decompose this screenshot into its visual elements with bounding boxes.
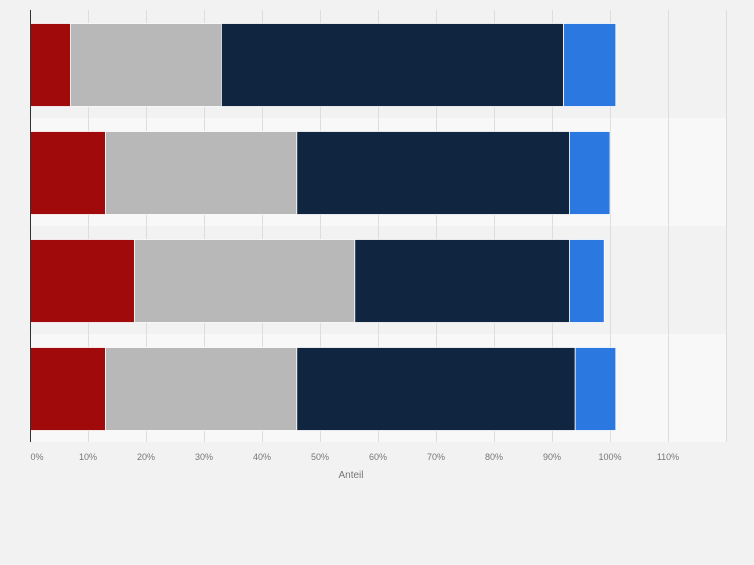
bar-segment [29,131,106,215]
x-tick-label: 50% [311,452,329,462]
bar-segment [29,347,106,431]
bar-segment [296,131,570,215]
bar-segment [29,23,71,107]
x-tick-label: 70% [427,452,445,462]
x-tick-label: 100% [598,452,621,462]
bar-segment [105,347,298,431]
bar-segment [29,239,135,323]
x-tick-label: 20% [137,452,155,462]
x-tick-label: 80% [485,452,503,462]
x-tick-label: 90% [543,452,561,462]
bar-segment [574,347,617,431]
bar-segment [105,131,298,215]
bar-segment [133,239,356,323]
bar-segment [569,239,605,323]
bar-segment [354,239,570,323]
x-tick-label: 110% [657,452,679,462]
x-tick-label: 10% [79,452,97,462]
x-tick-labels: 0% 10% 20% 30% 40% 50% 60% 70% 80% 90% 100% 110% [30,452,679,462]
x-tick-label: 60% [369,452,387,462]
bars [29,23,617,431]
bar-segment [563,23,617,107]
bar-segment [296,347,576,431]
x-axis-label: Anteil [338,470,363,481]
x-tick-label: 0% [30,452,43,462]
x-tick-label: 40% [253,452,271,462]
bar-segment [70,23,222,107]
x-tick-label: 30% [195,452,213,462]
bar-segment [569,131,611,215]
bar-segment [220,23,565,107]
